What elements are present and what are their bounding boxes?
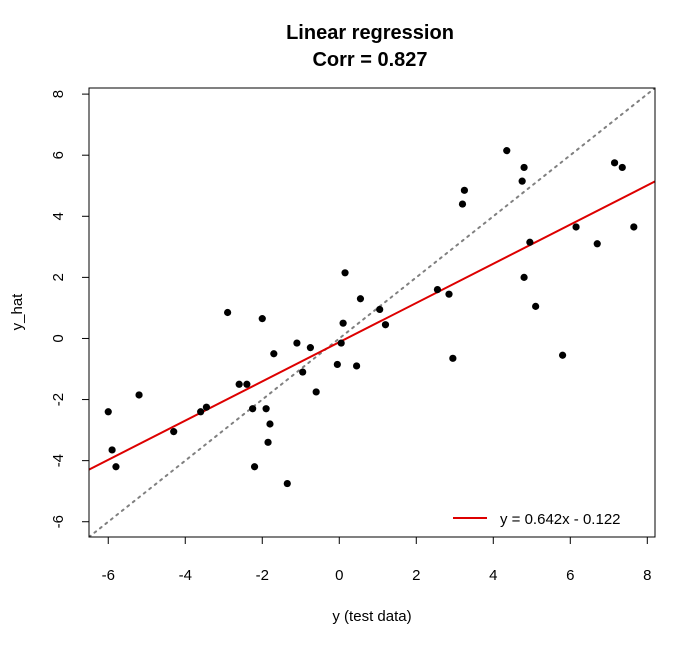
data-point-43 <box>593 240 601 248</box>
data-point-24 <box>339 319 347 327</box>
data-point-9 <box>243 380 251 388</box>
chart-title: Linear regression <box>286 22 454 44</box>
y-tick-label-3: 0 <box>50 334 67 342</box>
y-tick-label-7: 8 <box>50 90 67 98</box>
legend: y = 0.642x - 0.122 <box>453 511 621 528</box>
data-point-15 <box>266 420 274 428</box>
x-tick-label-6: 6 <box>566 567 574 584</box>
data-point-31 <box>445 290 453 298</box>
y-tick-label-2: -2 <box>50 393 67 406</box>
data-point-11 <box>250 463 259 471</box>
data-point-46 <box>630 223 638 231</box>
data-point-41 <box>558 351 567 359</box>
data-point-25 <box>341 269 349 277</box>
scatter-points <box>104 147 638 488</box>
data-point-8 <box>235 380 243 388</box>
data-point-42 <box>572 223 580 231</box>
plot-area <box>89 88 655 537</box>
data-point-0 <box>104 408 112 416</box>
data-point-37 <box>520 163 528 172</box>
data-point-38 <box>520 273 528 281</box>
data-point-19 <box>299 368 307 376</box>
y-tick-label-5: 4 <box>50 212 67 220</box>
data-point-4 <box>170 428 178 436</box>
plot-frame <box>88 87 656 538</box>
x-tick-label-7: 8 <box>643 567 651 584</box>
legend-label: y = 0.642x - 0.122 <box>500 511 621 528</box>
x-tick-label-5: 4 <box>489 567 497 584</box>
data-point-10 <box>249 405 257 413</box>
data-point-40 <box>532 302 540 310</box>
data-point-5 <box>197 408 205 416</box>
data-point-13 <box>262 405 270 413</box>
data-point-21 <box>312 388 320 396</box>
x-axis: -6 -4 -2 0 2 4 6 8 <box>102 537 651 584</box>
data-point-16 <box>270 350 278 358</box>
regression-line <box>89 180 655 471</box>
x-tick-label-2: -2 <box>256 567 269 584</box>
data-point-28 <box>376 305 384 314</box>
x-tick-label-1: -4 <box>179 567 192 584</box>
data-point-22 <box>333 360 341 369</box>
data-point-14 <box>264 438 272 446</box>
x-tick-label-3: 0 <box>335 567 343 584</box>
data-point-35 <box>503 147 511 155</box>
data-point-18 <box>293 339 301 347</box>
data-point-27 <box>356 295 365 303</box>
y-axis-label: y_hat <box>9 293 26 331</box>
data-point-36 <box>518 177 526 185</box>
data-point-44 <box>610 159 619 167</box>
data-point-17 <box>283 479 291 488</box>
y-tick-label-0: -6 <box>50 515 67 528</box>
data-point-23 <box>337 339 345 347</box>
x-axis-label: y (test data) <box>332 608 411 625</box>
data-point-33 <box>458 200 467 208</box>
data-point-6 <box>202 403 211 411</box>
data-point-45 <box>618 163 626 172</box>
y-tick-label-4: 2 <box>50 273 67 281</box>
data-point-26 <box>352 362 361 370</box>
y-tick-label-1: -4 <box>50 454 67 467</box>
y-axis: -6 -4 -2 0 2 4 6 8 <box>50 90 89 528</box>
data-point-20 <box>306 344 314 352</box>
data-point-29 <box>381 321 390 329</box>
chart-subtitle: Corr = 0.827 <box>312 49 427 71</box>
data-point-39 <box>526 238 534 246</box>
x-tick-label-4: 2 <box>412 567 420 584</box>
data-point-30 <box>433 285 442 294</box>
data-point-34 <box>460 186 469 194</box>
data-point-2 <box>112 463 120 471</box>
data-point-1 <box>108 446 116 454</box>
x-tick-label-0: -6 <box>102 567 115 584</box>
data-point-12 <box>258 315 266 323</box>
data-point-32 <box>449 354 457 362</box>
identity-line <box>89 88 655 537</box>
y-tick-label-6: 6 <box>50 151 67 159</box>
data-point-7 <box>224 308 232 317</box>
data-point-3 <box>135 391 143 399</box>
